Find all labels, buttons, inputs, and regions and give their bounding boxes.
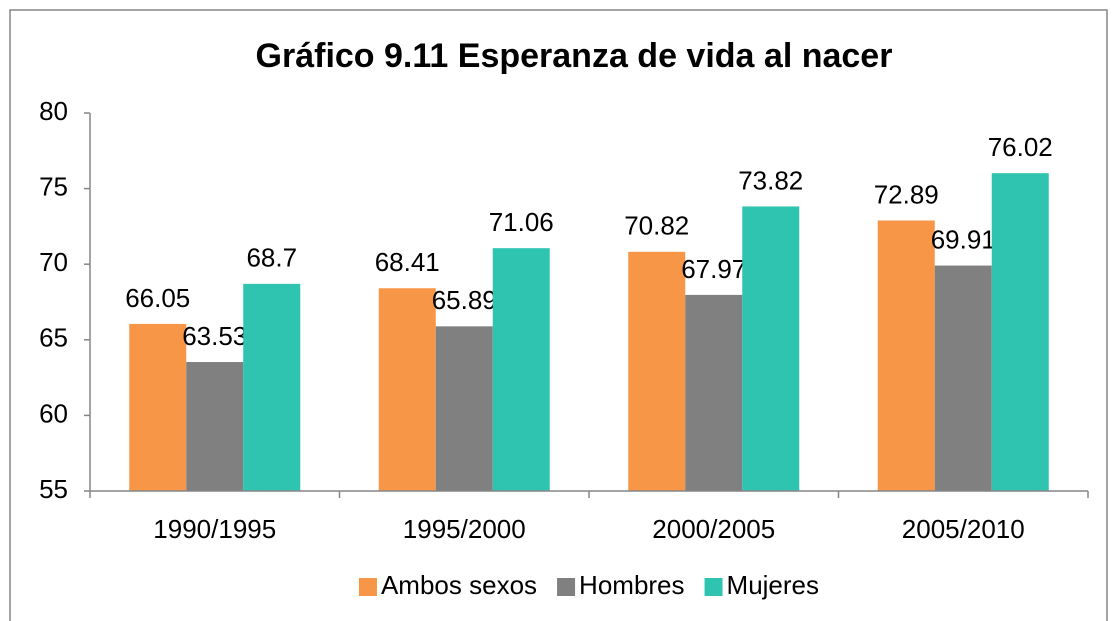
bar bbox=[991, 173, 1049, 491]
bar bbox=[685, 294, 743, 491]
data-label: 67.97 bbox=[681, 254, 746, 284]
y-tick-label: 65 bbox=[39, 323, 68, 353]
x-tick-label: 1990/1995 bbox=[153, 514, 276, 544]
data-label: 69.91 bbox=[931, 224, 996, 254]
data-label: 76.02 bbox=[988, 132, 1053, 162]
y-tick-label: 75 bbox=[39, 171, 68, 201]
chart-frame bbox=[9, 9, 1108, 621]
legend-label: Ambos sexos bbox=[381, 570, 537, 600]
bar bbox=[129, 323, 187, 491]
data-label: 72.89 bbox=[874, 179, 939, 209]
bar bbox=[877, 220, 935, 491]
bar bbox=[435, 326, 493, 491]
data-label: 71.06 bbox=[489, 207, 554, 237]
data-label: 68.7 bbox=[246, 243, 297, 273]
bar bbox=[492, 248, 550, 491]
y-tick-label: 55 bbox=[39, 474, 68, 504]
bar bbox=[378, 288, 436, 491]
data-label: 63.53 bbox=[182, 321, 247, 351]
x-tick-label: 2000/2005 bbox=[652, 514, 775, 544]
chart-title: Gráfico 9.11 Esperanza de vida al nacer bbox=[256, 37, 893, 75]
y-tick-label: 60 bbox=[39, 398, 68, 428]
y-tick-label: 70 bbox=[39, 247, 68, 277]
data-label: 66.05 bbox=[125, 283, 190, 313]
bar bbox=[243, 283, 301, 491]
y-tick-label: 80 bbox=[39, 96, 68, 126]
legend-swatch bbox=[704, 578, 723, 596]
legend-label: Hombres bbox=[579, 570, 684, 600]
bar bbox=[934, 265, 992, 491]
data-label: 65.89 bbox=[432, 285, 497, 315]
x-tick-label: 1995/2000 bbox=[403, 514, 526, 544]
bar bbox=[186, 362, 244, 491]
data-label: 70.82 bbox=[624, 211, 689, 241]
x-tick-label: 2005/2010 bbox=[902, 514, 1025, 544]
data-label: 68.41 bbox=[375, 247, 440, 277]
data-label: 73.82 bbox=[738, 165, 803, 195]
bar bbox=[742, 206, 800, 492]
legend-swatch bbox=[358, 578, 377, 596]
legend-swatch bbox=[557, 578, 576, 596]
legend-label: Mujeres bbox=[727, 570, 819, 600]
bar bbox=[628, 251, 686, 491]
